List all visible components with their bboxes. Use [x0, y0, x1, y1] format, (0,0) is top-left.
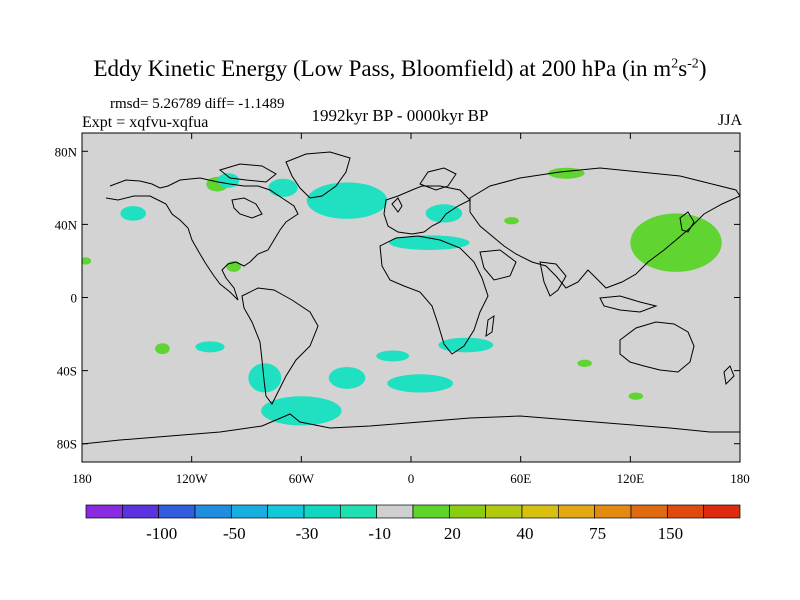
anomaly-chile-neg [248, 363, 282, 393]
coastlines [82, 151, 740, 445]
coast-antarctica [82, 413, 740, 445]
anomaly-australia-pos [628, 392, 644, 400]
colorbar-swatch [594, 504, 632, 519]
anomaly-south-atlantic-2-neg [387, 374, 454, 393]
anomaly-south-pacific-neg [195, 341, 225, 353]
period-label: 1992kyr BP - 0000kyr BP [311, 106, 489, 125]
colorbar-label: -30 [296, 524, 319, 543]
map-title: Eddy Kinetic Energy (Low Pass, Bloomfiel… [93, 56, 707, 81]
colorbar-swatch [85, 504, 123, 519]
anomaly-north-atlantic-neg [306, 182, 388, 219]
colorbar-swatch [158, 504, 196, 519]
season-label: JJA [717, 112, 742, 129]
coast-south-america [241, 287, 319, 405]
anomaly-argentina-neg [328, 366, 366, 389]
colorbar-label: 20 [444, 524, 461, 543]
colorbar-swatch [666, 504, 705, 519]
colorbar-swatch [230, 504, 269, 519]
experiment-label: Expt = xqfvu-xqfua [82, 114, 209, 131]
colorbar: -100 -50 -30 -10 20 40 75 150 [85, 504, 741, 543]
coast-japan [679, 211, 695, 233]
colorbar-swatch [557, 504, 596, 519]
colorbar-swatch [121, 504, 160, 519]
colorbar-label: 40 [517, 524, 534, 543]
lon-label: 0 [408, 471, 415, 486]
colorbar-swatch [521, 504, 559, 519]
colorbar-swatch [448, 504, 487, 519]
coast-greenland [285, 151, 351, 199]
anomaly-alaska-neg [217, 173, 240, 188]
anomaly-south-pacific-pos [155, 343, 170, 355]
coast-madagascar [485, 314, 495, 338]
anomaly-greenland-west-neg [268, 178, 298, 197]
anomaly-hawaii-pos [82, 257, 92, 265]
coast-africa [379, 235, 489, 355]
lat-label: 80S [57, 437, 77, 452]
anomaly-south-atlantic-neg [376, 350, 410, 362]
map-axes: 80N 40N 0 40S 80S 180 120W 60W 0 60E 120E 180 [55, 133, 750, 486]
rmsd-diff-stats: rmsd= 5.26789 diff= -1.1489 [110, 96, 285, 112]
coast-arctic-islands [218, 163, 277, 183]
colorbar-label: 75 [589, 524, 606, 543]
anomaly-south-africa-neg [438, 337, 494, 353]
anomaly-mediterranean-neg [389, 235, 470, 250]
colorbar-label: 150 [658, 524, 684, 543]
coast-british-isles [391, 197, 403, 213]
colorbar-swatch [267, 504, 305, 519]
colorbar-swatch [485, 504, 523, 519]
coast-arabia [479, 249, 517, 281]
lon-label: 180 [72, 471, 92, 486]
coast-india [539, 261, 567, 297]
lon-label: 120W [176, 471, 209, 486]
coast-north-america [105, 177, 299, 301]
anomaly-layer [82, 167, 722, 426]
coast-indonesia [599, 295, 658, 313]
colorbar-swatch [412, 504, 450, 519]
anomaly-indian-pos [577, 359, 592, 367]
lon-label: 120E [617, 471, 645, 486]
colorbar-swatch [339, 504, 378, 519]
lon-label: 60W [289, 471, 315, 486]
coast-new-zealand [723, 365, 735, 386]
lat-label: 80N [55, 144, 78, 159]
colorbar-swatch [303, 504, 341, 519]
coast-europe [383, 185, 471, 235]
anomaly-caspian-pos [504, 217, 519, 225]
colorbar-swatch [376, 504, 414, 519]
coast-scandinavia [419, 167, 457, 191]
colorbar-swatch [630, 504, 668, 519]
coast-australia [619, 321, 695, 373]
colorbar-swatch [703, 504, 741, 519]
anomaly-north-pacific-neg [120, 206, 146, 221]
coast-hudson-bay [231, 197, 263, 219]
lon-label: 60E [510, 471, 531, 486]
map-background [82, 133, 740, 462]
lat-label: 40S [57, 364, 77, 379]
anomaly-east-asia-pos [630, 213, 722, 272]
lat-label: 0 [71, 291, 78, 306]
colorbar-swatch [194, 504, 232, 519]
colorbar-label: -50 [223, 524, 246, 543]
lat-label: 40N [55, 217, 78, 232]
coast-asia [469, 167, 740, 289]
lon-label: 180 [730, 471, 750, 486]
colorbar-label: -10 [368, 524, 391, 543]
colorbar-label: -100 [146, 524, 177, 543]
